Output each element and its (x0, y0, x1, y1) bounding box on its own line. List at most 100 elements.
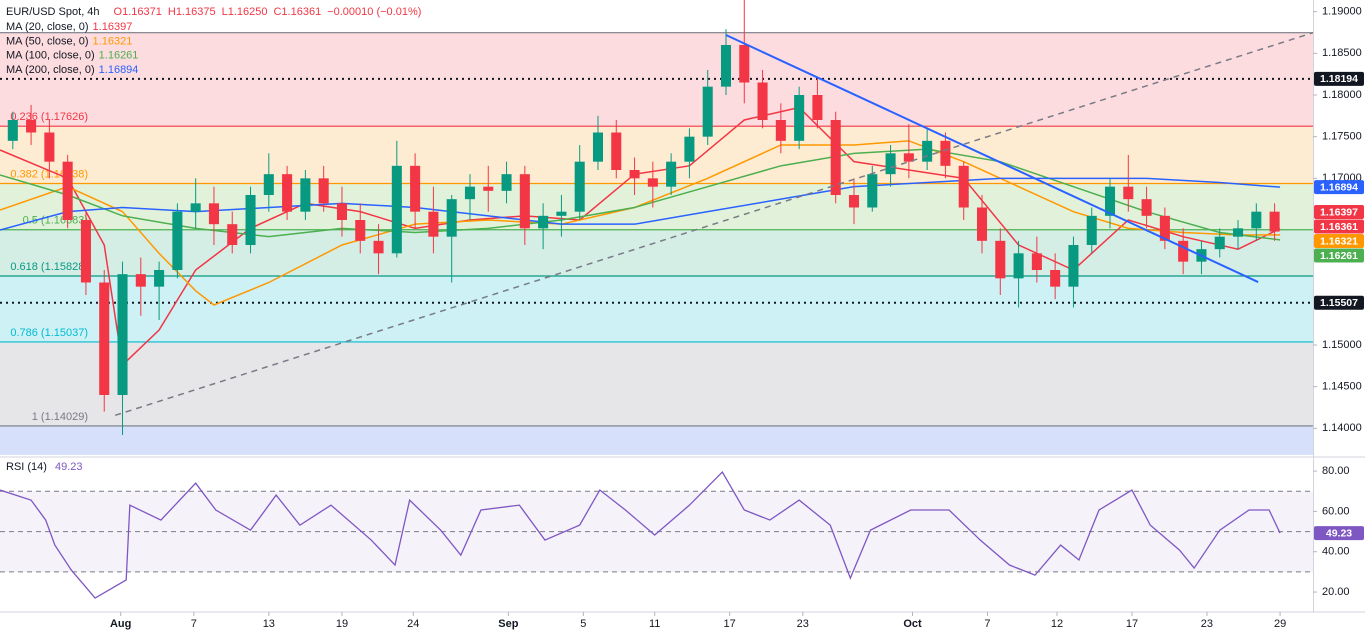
candle-body (117, 274, 128, 395)
candle-body (1031, 253, 1042, 270)
fib-band (0, 126, 1313, 184)
fib-band (0, 276, 1313, 342)
rsi-tag (1314, 526, 1364, 541)
candle-body (1104, 186, 1116, 216)
y-tick-label: 1.18500 (1322, 47, 1362, 59)
candle-body (355, 220, 366, 241)
price-tag-label: 1.15507 (1320, 297, 1358, 309)
rsi-tick-label: 20.00 (1322, 586, 1350, 598)
candle-body (830, 120, 841, 195)
rsi-line (0, 471, 1281, 599)
price-pane: 0.236 (1.17626)0.382 (1.16938)0.5 (1.163… (0, 0, 1313, 455)
fib-label: 1 (1.14029) (32, 411, 88, 423)
rsi-value: 49.23 (55, 461, 83, 473)
legend-name: MA (20, close, 0) (6, 21, 89, 33)
candle-body (446, 199, 457, 237)
candle-body (794, 95, 805, 141)
fib-band (0, 32, 1313, 127)
candle-body (812, 95, 823, 120)
price-tag (1314, 248, 1364, 263)
candle-body (410, 165, 421, 212)
price-tag (1314, 234, 1364, 248)
candle-body (702, 86, 713, 137)
candle-body (391, 165, 402, 254)
moving-average-line (0, 106, 1281, 367)
fib-band (0, 341, 1313, 426)
price-tag-label: 1.16321 (1320, 235, 1358, 247)
candle-body (629, 170, 640, 179)
candle-body (1214, 236, 1225, 250)
symbol-title: EUR/USD Spot, 4h (6, 6, 100, 18)
legend-value: 1.16261 (99, 50, 139, 62)
candle-body (245, 195, 256, 245)
candle-body (1141, 199, 1152, 216)
candle-body (922, 140, 933, 162)
price-tag-label: 1.16397 (1320, 206, 1358, 218)
candle-body (172, 211, 183, 270)
x-tick-label: 7 (984, 618, 990, 630)
ohlc-value: O1.16371 (114, 6, 162, 18)
candle-body (1232, 228, 1244, 237)
rsi-legend: RSI (14) 49.23 (6, 461, 83, 473)
x-tick-label: 13 (263, 618, 275, 630)
legend-entry[interactable]: MA (200, close, 0) 1.16894 (6, 64, 138, 76)
legend-name: MA (100, close, 0) (6, 50, 95, 62)
candle-body (373, 240, 384, 254)
x-tick-label: 11 (649, 618, 660, 630)
x-tick-label: Sep (498, 618, 518, 630)
fib-label: 0.786 (1.15037) (10, 327, 88, 339)
legend-entry[interactable]: MA (20, close, 0) 1.16397 (6, 21, 132, 33)
candle-body (7, 120, 18, 141)
x-tick-label: 7 (191, 618, 197, 630)
legend-value: 1.16397 (93, 21, 133, 33)
candle-body (775, 120, 786, 141)
legend-entry[interactable]: MA (50, close, 0) 1.16321 (6, 35, 132, 47)
legend-name: MA (50, close, 0) (6, 35, 89, 47)
legend-entry[interactable]: MA (100, close, 0) 1.16261 (6, 50, 138, 62)
price-tag (1314, 180, 1364, 195)
y-tick-label: 1.19000 (1322, 6, 1362, 18)
x-tick-label: 29 (1274, 618, 1286, 630)
candle-body (154, 270, 165, 287)
trend-line (725, 34, 1259, 283)
candle-body (940, 140, 951, 166)
rsi-tick-label: 60.00 (1322, 505, 1350, 517)
y-tick-label: 1.14000 (1322, 422, 1362, 434)
candle-body (318, 178, 329, 204)
rsi-tag-label: 49.23 (1326, 527, 1352, 539)
candle-body (208, 203, 219, 225)
candle-body (867, 174, 878, 208)
rsi-name: RSI (14) (6, 461, 47, 473)
candle-body (1178, 240, 1189, 262)
candle-body (464, 186, 476, 200)
price-tag (1314, 295, 1364, 310)
candle-body (720, 45, 732, 87)
candle-body (739, 45, 750, 83)
x-tick-label: 23 (797, 618, 809, 630)
ohlc-value: L1.16250 (222, 6, 268, 18)
y-tick-label: 1.14500 (1322, 381, 1362, 393)
candle-body (574, 161, 585, 212)
price-tag (1314, 219, 1364, 234)
candle-body (227, 224, 238, 245)
rsi-pane (0, 471, 1313, 599)
candle-body (300, 178, 311, 212)
candle-body (592, 132, 604, 162)
candle-body (1013, 253, 1024, 279)
candle-body (1050, 270, 1061, 287)
legend-value: 1.16894 (99, 64, 139, 76)
x-tick-label: 17 (724, 618, 736, 630)
candle-body (611, 132, 622, 170)
price-tag-label: 1.18194 (1320, 73, 1358, 85)
header: EUR/USD Spot, 4h O1.16371 H1.16375 L1.16250… (6, 6, 421, 18)
candle-body (263, 174, 274, 195)
candle-body (556, 211, 567, 216)
price-tag (1314, 71, 1364, 86)
x-tick-label: Oct (903, 618, 922, 630)
ohlc-value: C1.16361 (273, 6, 321, 18)
candle-body (757, 82, 768, 120)
y-tick-label: 1.15000 (1322, 339, 1362, 351)
rsi-tick-label: 80.00 (1322, 465, 1350, 477)
legend-value: 1.16321 (93, 35, 133, 47)
candle-body (1159, 215, 1170, 241)
